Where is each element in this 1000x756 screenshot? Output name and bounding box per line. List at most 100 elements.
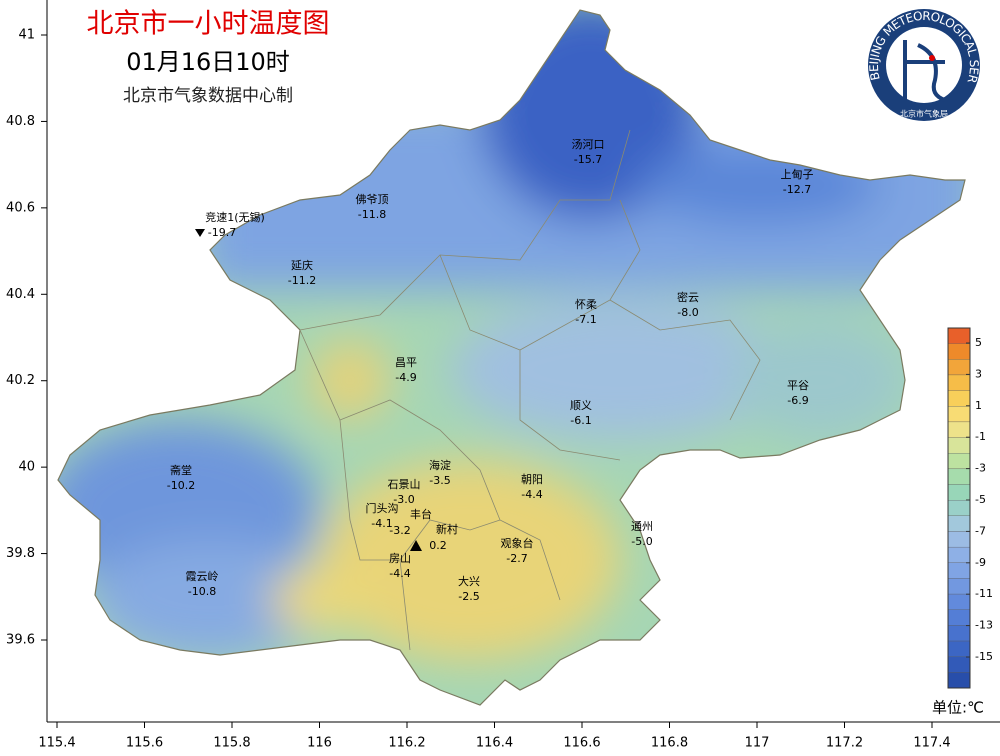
station-name: 昌平 <box>395 356 417 369</box>
station-value: -15.7 <box>574 153 602 166</box>
legend-swatch <box>947 327 971 344</box>
station-value: -8.0 <box>677 306 698 319</box>
unit-label: 单位:℃ <box>932 699 984 717</box>
logo-text-cn: 北京市气象局 <box>900 109 948 119</box>
x-tick-label: 117.4 <box>913 736 950 751</box>
station-value: -2.7 <box>506 552 527 565</box>
map-title: 北京市一小时温度图 <box>87 9 330 40</box>
legend-swatch <box>947 546 971 563</box>
legend-swatch <box>947 421 971 438</box>
x-tick-label: 116.6 <box>563 736 600 751</box>
station-value: -4.9 <box>395 371 416 384</box>
x-tick-label: 117.2 <box>826 736 863 751</box>
legend-swatch <box>947 640 971 657</box>
station-value: -10.8 <box>188 585 216 598</box>
station-name: 顺义 <box>570 399 592 412</box>
station-value: -11.2 <box>288 274 316 287</box>
station-value: -2.5 <box>458 590 479 603</box>
legend-label: -7 <box>975 524 986 537</box>
station-value: -3.5 <box>429 474 450 487</box>
legend-swatch <box>947 500 971 516</box>
legend-swatch <box>947 656 971 673</box>
y-tick-label: 40 <box>18 460 35 475</box>
station-value: -6.9 <box>787 394 808 407</box>
legend-frame <box>947 327 971 689</box>
station-name: 丰台 <box>410 507 432 521</box>
map-time: 01月16日10时 <box>126 48 290 76</box>
legend-swatch <box>947 359 971 376</box>
station-name: 上甸子 <box>781 168 814 181</box>
legend-swatch <box>947 374 971 391</box>
legend-swatch <box>947 625 971 642</box>
legend-swatch <box>947 562 971 579</box>
x-tick-label: 116 <box>307 736 332 751</box>
legend-swatch <box>947 468 971 485</box>
legend-swatch <box>947 515 971 532</box>
legend-label: -3 <box>975 462 986 475</box>
legend-swatch <box>947 437 971 454</box>
station-name: 平谷 <box>787 379 809 392</box>
map-source: 北京市气象数据中心制 <box>123 86 293 106</box>
station-value: -7.1 <box>575 313 596 326</box>
y-tick-label: 40.2 <box>6 373 35 388</box>
district-boundaries <box>299 129 761 651</box>
legend-label: 5 <box>975 336 982 349</box>
x-tick-label: 115.6 <box>126 736 163 751</box>
x-tick-label: 116.4 <box>476 736 513 751</box>
y-tick-label: 39.8 <box>6 546 35 561</box>
y-tick-label: 40.6 <box>6 200 35 215</box>
legend-label: -15 <box>975 650 993 663</box>
station-value: -19.7 <box>208 226 236 239</box>
station-name: 佛爷顶 <box>356 192 389 206</box>
legend-swatch <box>947 390 971 407</box>
station-name: 海淀 <box>429 458 451 472</box>
y-tick-label: 40.4 <box>6 287 35 302</box>
station-value: -5.0 <box>631 535 652 548</box>
station-value: -4.1 <box>371 517 392 530</box>
legend-label: 1 <box>975 399 982 412</box>
station-name: 房山 <box>389 552 411 565</box>
x-tick-label: 115.8 <box>213 736 250 751</box>
legend-label: -11 <box>975 587 993 600</box>
station-value: -3.2 <box>389 524 410 537</box>
legend-swatch <box>947 343 971 360</box>
legend-swatch <box>947 484 971 501</box>
station-name: 观象台 <box>501 536 534 550</box>
station-value: -4.4 <box>521 488 542 501</box>
station-name: 朝阳 <box>521 473 543 486</box>
station-name: 霞云岭 <box>186 569 219 583</box>
x-tick-label: 116.2 <box>388 736 425 751</box>
station-marker <box>195 229 205 237</box>
legend-swatch <box>947 453 971 470</box>
station-name: 大兴 <box>458 574 480 588</box>
legend-label: 3 <box>975 367 982 380</box>
station-marker <box>410 540 422 551</box>
station-name: 通州 <box>631 520 653 533</box>
legend-swatch <box>947 593 971 610</box>
station-value: -10.2 <box>167 479 195 492</box>
legend-swatch <box>947 578 971 595</box>
y-tick-label: 39.6 <box>6 633 35 648</box>
legend-swatch <box>947 531 971 548</box>
station-value: -12.7 <box>783 183 811 196</box>
x-tick-label: 115.4 <box>38 736 75 751</box>
station-value: 0.2 <box>429 539 447 552</box>
legend-swatch <box>947 672 971 689</box>
legend-label: -5 <box>975 493 986 506</box>
station-name: 延庆 <box>291 258 313 272</box>
station-name: 新村 <box>436 522 458 536</box>
y-tick-label: 41 <box>18 28 35 43</box>
station-name: 汤河口 <box>572 137 605 151</box>
legend-label: -9 <box>975 556 986 569</box>
station-value: -3.0 <box>393 493 414 506</box>
station-name: 门头沟 <box>366 501 399 515</box>
y-tick-label: 40.8 <box>6 114 35 129</box>
x-tick-label: 116.8 <box>651 736 688 751</box>
station-value: -11.8 <box>358 208 386 221</box>
station-name: 怀柔 <box>575 298 597 311</box>
legend-label: -1 <box>975 430 986 443</box>
station-name: 密云 <box>677 290 699 304</box>
station-name: 斋堂 <box>170 463 192 477</box>
station-name: 竞速1(无锡) <box>205 210 265 224</box>
